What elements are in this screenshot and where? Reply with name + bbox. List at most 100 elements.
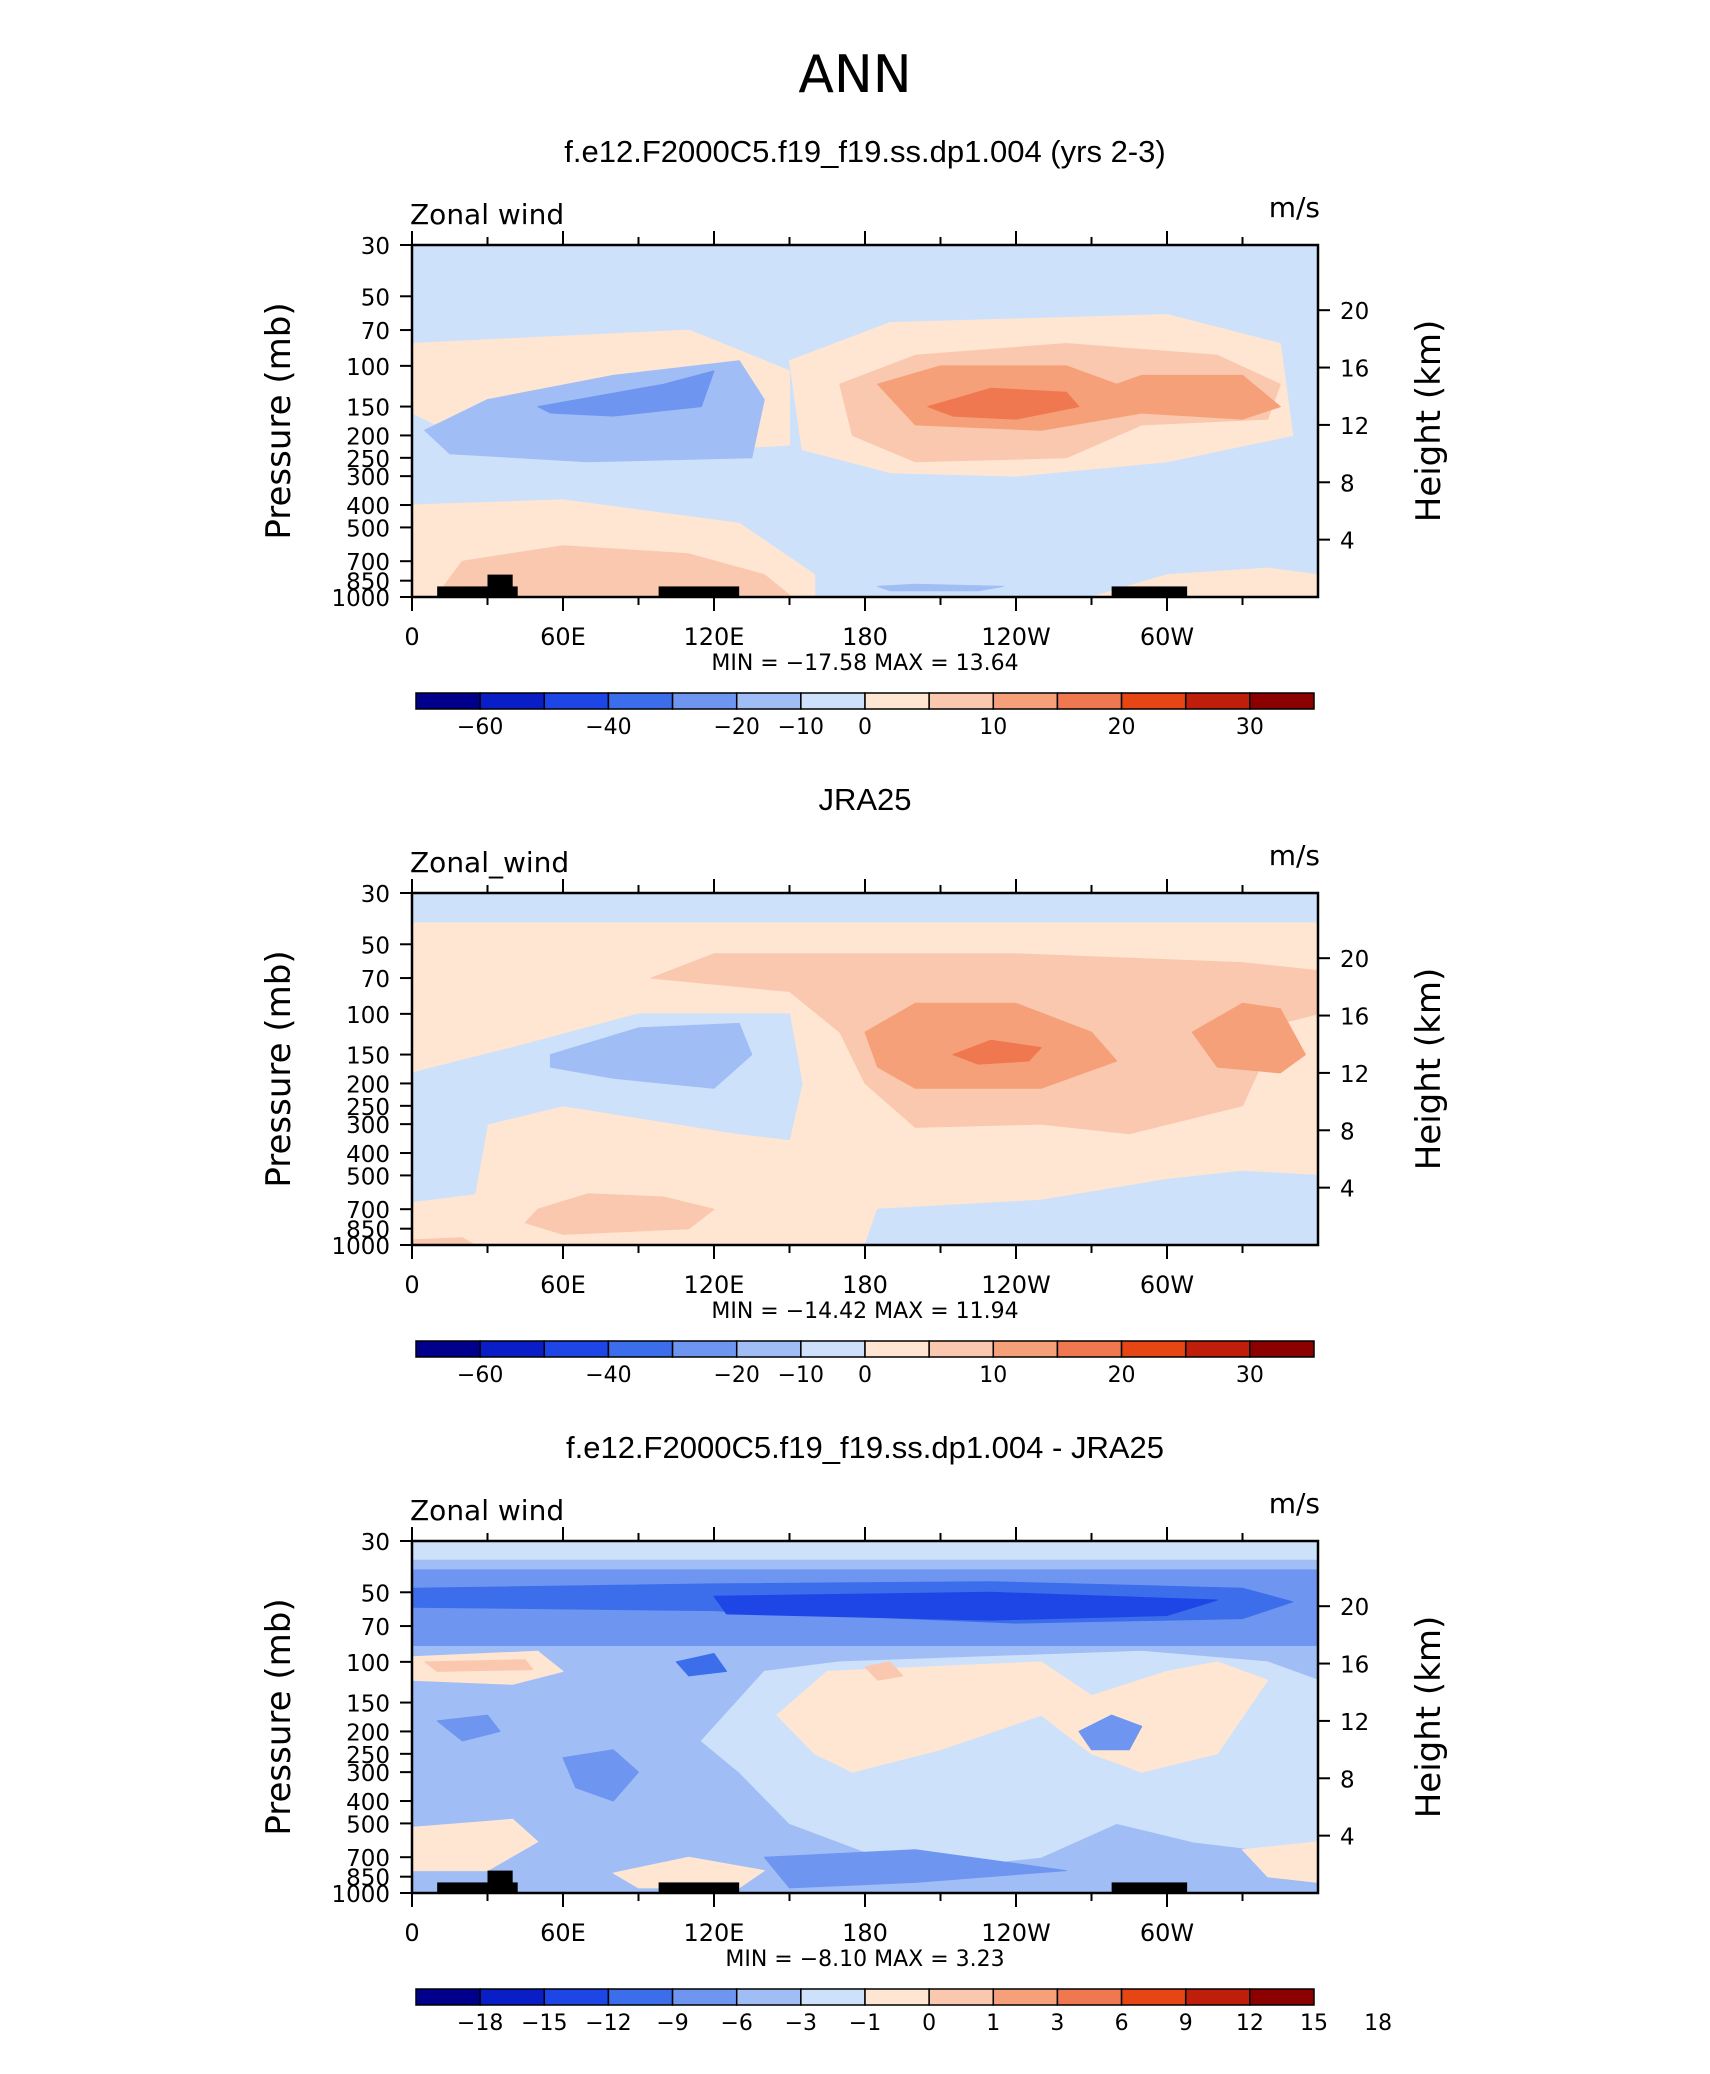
colorbar-swatch (543, 692, 610, 710)
x-tick-label: 0 (404, 1271, 419, 1299)
x-tick-label: 120W (981, 623, 1051, 651)
stats-label: MIN = −14.42 MAX = 11.94 (711, 1299, 1018, 1324)
colorbar-swatch (607, 1988, 674, 2006)
panel-3: f.e12.F2000C5.f19_f19.ss.dp1.004 - JRA25… (259, 1430, 1449, 2036)
y-tick-label: 50 (361, 285, 390, 311)
colorbar-swatch (415, 692, 481, 710)
x-tick-label: 60W (1140, 1271, 1194, 1299)
y-tick-label: 700 (346, 550, 390, 576)
topography-block (487, 1870, 513, 1893)
right-axis-title: Height (km) (1409, 1616, 1449, 1819)
x-tick-label: 60W (1140, 1919, 1194, 1947)
y-tick-label: 400 (346, 494, 390, 520)
y-tick-label: 200 (346, 1720, 390, 1746)
y-tick-label: 500 (346, 1812, 390, 1838)
colorbar-swatch (543, 1340, 610, 1358)
colorbar-label: 1 (986, 2011, 1000, 2036)
topography-block (658, 586, 740, 597)
colorbar-label: −40 (585, 1363, 631, 1388)
right-tick-label: 4 (1340, 1177, 1355, 1203)
topography-block (1111, 1882, 1188, 1893)
contour-region (412, 1541, 1318, 1560)
contour-region (713, 1591, 1218, 1621)
colorbar-label: 30 (1236, 1363, 1264, 1388)
colorbar-label: −20 (713, 1363, 759, 1388)
colorbar-swatch (479, 1988, 546, 2006)
colorbar-swatch (415, 1988, 481, 2006)
x-tick-label: 180 (842, 1271, 888, 1299)
right-tick-label: 20 (1340, 1595, 1369, 1621)
y-tick-label: 700 (346, 1846, 390, 1872)
contour-region (675, 1653, 728, 1677)
y-tick-label: 150 (346, 1692, 390, 1718)
colorbar-swatch (864, 692, 930, 710)
colorbar-swatch (992, 1340, 1059, 1358)
contour-region (424, 1659, 534, 1672)
contour-region (1242, 1841, 1318, 1883)
colorbar-swatch (1120, 1340, 1187, 1358)
x-tick-label: 120W (981, 1271, 1051, 1299)
y-tick-label: 200 (346, 1072, 390, 1098)
colorbar-swatch (864, 1340, 930, 1358)
colorbar-label: −15 (521, 2011, 567, 2036)
y-tick-label: 250 (346, 447, 390, 473)
colorbar-swatch (671, 692, 738, 710)
y-tick-label: 250 (346, 1743, 390, 1769)
colorbar-swatch (735, 692, 802, 710)
y-tick-label: 300 (346, 1113, 390, 1139)
right-axis-title: Height (km) (1409, 320, 1449, 523)
y-tick-label: 70 (361, 1615, 390, 1641)
colorbar-label: −40 (585, 715, 631, 740)
colorbar-label: 9 (1179, 2011, 1193, 2036)
colorbar-swatch (864, 1988, 930, 2006)
y-tick-label: 1000 (331, 586, 390, 612)
contour-region (864, 1170, 1318, 1245)
colorbar-label: −20 (713, 715, 759, 740)
y-tick-label: 500 (346, 1164, 390, 1190)
contour-region (1191, 1002, 1306, 1074)
colorbar-label: −60 (457, 715, 503, 740)
contour-region (436, 1714, 501, 1742)
y-tick-label: 300 (346, 1761, 390, 1787)
right-tick-label: 20 (1340, 947, 1369, 973)
topography-block (487, 574, 513, 597)
field-label: Zonal wind (410, 198, 564, 231)
y-tick-label: 300 (346, 465, 390, 491)
x-tick-label: 0 (404, 623, 419, 651)
units-label: m/s (1269, 839, 1320, 872)
y-tick-label: 700 (346, 1198, 390, 1224)
colorbar-label: 10 (979, 715, 1007, 740)
contour-region (562, 1749, 639, 1802)
colorbar-swatch (607, 1340, 674, 1358)
colorbar-swatch (479, 692, 546, 710)
contour-region (612, 1856, 765, 1889)
contour-region (877, 583, 1004, 592)
right-tick-label: 16 (1340, 357, 1369, 383)
colorbar-label: 15 (1300, 2011, 1328, 2036)
y-tick-label: 250 (346, 1095, 390, 1121)
colorbar-label: 10 (979, 1363, 1007, 1388)
right-tick-label: 8 (1340, 1119, 1355, 1145)
contour-region (549, 1022, 753, 1089)
colorbar-swatch (415, 1340, 481, 1358)
colorbar-label: −10 (778, 1363, 824, 1388)
y-tick-label: 400 (346, 1142, 390, 1168)
y-tick-label: 850 (346, 570, 390, 596)
colorbar-swatch (1249, 1340, 1315, 1358)
colorbar-swatch (800, 692, 866, 710)
y-tick-label: 50 (361, 933, 390, 959)
contour-region (537, 370, 715, 417)
colorbar-swatch (1056, 1988, 1123, 2006)
figure-title: ANN (798, 45, 911, 105)
contour-region (776, 1661, 1269, 1773)
colorbar-swatch (928, 692, 995, 710)
y-tick-label: 100 (346, 1003, 390, 1029)
x-tick-label: 120W (981, 1919, 1051, 1947)
colorbar-swatch (543, 1988, 610, 2006)
contour-region (763, 1849, 1067, 1889)
contour-region (412, 893, 1318, 923)
panel-2: JRA25 Zonal_wind m/s 0 60E 120E 180 120W 60W 30 50… (259, 782, 1449, 1388)
panel-1: f.e12.F2000C5.f19_f19.ss.dp1.004 (yrs 2-… (259, 134, 1449, 740)
colorbar-swatch (1249, 692, 1315, 710)
x-tick-label: 180 (842, 623, 888, 651)
